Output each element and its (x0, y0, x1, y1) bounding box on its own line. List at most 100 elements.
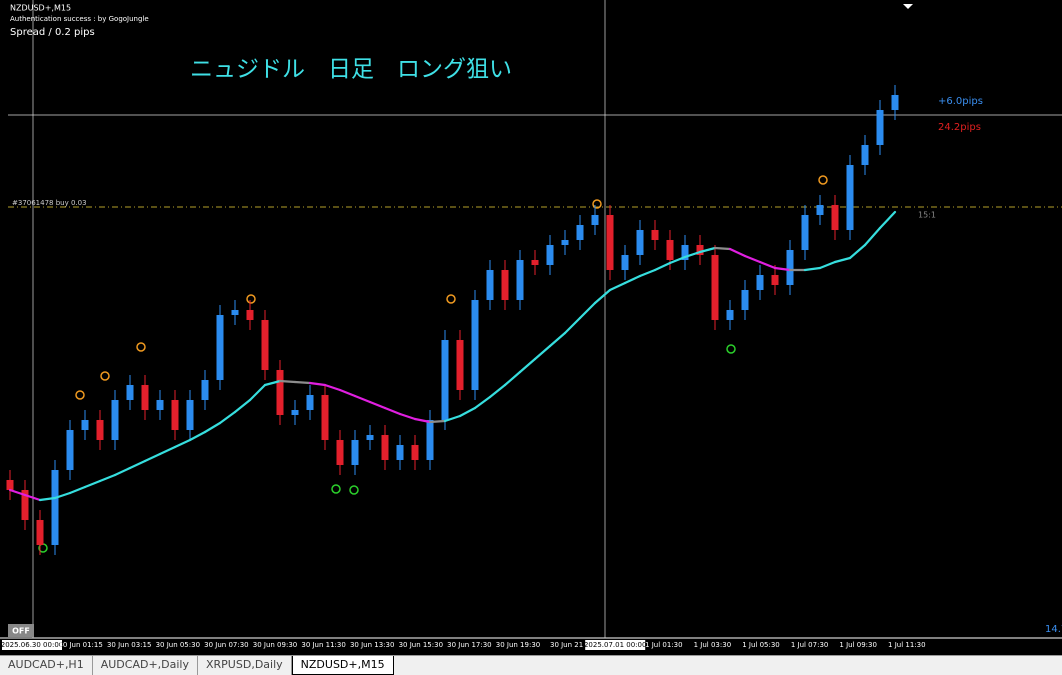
sell-signal (246, 294, 256, 304)
candle-body (786, 250, 794, 285)
candle-body (801, 215, 809, 250)
moving-average (278, 379, 297, 384)
chart-title: ニュジドル 日足 ロング狙い (190, 57, 512, 83)
moving-average (203, 421, 222, 434)
moving-average (218, 410, 237, 425)
candle-body (501, 270, 509, 300)
buy-signal (331, 484, 341, 494)
candle-body (711, 255, 719, 320)
moving-average (188, 430, 207, 442)
x-tick-label: 1 Jul 03:30 (694, 641, 732, 649)
moving-average (518, 357, 537, 374)
x-tick-label: 1 Jul 05:30 (742, 641, 780, 649)
moving-average (338, 388, 357, 398)
moving-average (398, 412, 417, 421)
chart: NZDUSD+,M15 Authentication success : by … (0, 0, 1062, 650)
moving-average (143, 452, 162, 463)
price-edge-label: 14.7 (1045, 624, 1062, 635)
moving-average (848, 243, 867, 260)
candle-body (366, 435, 374, 440)
candle-body (141, 385, 149, 410)
candle-body (636, 230, 644, 255)
moving-average (248, 383, 267, 402)
distance-label: 24.2pips (938, 122, 981, 133)
moving-average (383, 406, 402, 416)
moving-average (533, 344, 552, 361)
moving-average (293, 380, 312, 385)
sell-signal (136, 342, 146, 352)
moving-average (698, 246, 717, 254)
order-label: #37061478 buy 0.03 (12, 199, 87, 207)
tab[interactable]: NZDUSD+,M15 (291, 656, 394, 675)
moving-average (548, 331, 567, 348)
moving-average (608, 281, 627, 292)
ratio-label: 15:1 (918, 211, 936, 220)
candle-body (336, 440, 344, 465)
off-button-label[interactable]: OFF (12, 627, 30, 636)
candle-body (456, 340, 464, 390)
x-tick-label: 30 Jun 03:15 (107, 641, 151, 649)
x-tick-label: 30 Jun 15:30 (399, 641, 443, 649)
candle-body (846, 165, 854, 230)
moving-average (83, 479, 102, 489)
candle-body (666, 240, 674, 260)
candle-body (606, 215, 614, 270)
x-tick-label: 30 Jun 19:30 (496, 641, 540, 649)
moving-average (428, 419, 447, 424)
moving-average (623, 274, 642, 285)
moving-average (458, 406, 477, 418)
moving-average (68, 485, 87, 495)
moving-average (863, 226, 882, 247)
moving-average (818, 260, 837, 270)
x-tick-label: 30 Jun 17:30 (447, 641, 491, 649)
candle-body (696, 245, 704, 255)
candle-body (891, 95, 899, 110)
moving-average (758, 260, 777, 270)
buy-signal (726, 344, 736, 354)
moving-average (98, 473, 117, 483)
candle-body (411, 445, 419, 460)
moving-average (353, 394, 372, 404)
x-tick-label: 1 Jul 11:30 (888, 641, 926, 649)
tab[interactable]: XRPUSD,Daily (198, 656, 292, 675)
moving-average (578, 301, 597, 320)
x-tick-label: 2025.06.30 00:00 (1, 641, 63, 649)
tab[interactable]: AUDCAD+,Daily (93, 656, 198, 675)
candle-body (81, 420, 89, 430)
candle-body (96, 420, 104, 440)
candle-body (741, 290, 749, 310)
moving-average (233, 398, 252, 414)
x-tick-label: 30 Jun 21 (550, 641, 583, 649)
candle-body (381, 435, 389, 460)
candle-body (426, 420, 434, 460)
candle-body (576, 225, 584, 240)
candle-body (876, 110, 884, 145)
moving-average (158, 445, 177, 456)
off-button[interactable] (8, 624, 34, 637)
moving-average (23, 493, 42, 502)
moving-average (113, 466, 132, 477)
candle-body (831, 205, 839, 230)
x-tick-label: 2025.07.01 00:00 (584, 641, 646, 649)
spread-label: Spread / 0.2 pips (10, 27, 95, 38)
candle-body (486, 270, 494, 300)
candle-body (471, 300, 479, 390)
tab[interactable]: AUDCAD+,H1 (0, 656, 93, 675)
candle-body (6, 480, 14, 490)
candle-body (591, 215, 599, 225)
candle-body (681, 245, 689, 260)
moving-average (323, 383, 342, 392)
sell-signal (592, 199, 602, 209)
x-tick-label: 1 Jul 09:30 (839, 641, 877, 649)
moving-average (413, 417, 432, 424)
candle-body (246, 310, 254, 320)
candle-body (156, 400, 164, 410)
moving-average (503, 370, 522, 387)
moving-average (488, 383, 507, 399)
candle-body (756, 275, 764, 290)
candle-body (531, 260, 539, 265)
x-tick-label: 30 Jun 07:30 (204, 641, 248, 649)
x-tick-label: 1 Jul 07:30 (791, 641, 829, 649)
candle-body (306, 395, 314, 410)
moving-average (263, 379, 282, 387)
